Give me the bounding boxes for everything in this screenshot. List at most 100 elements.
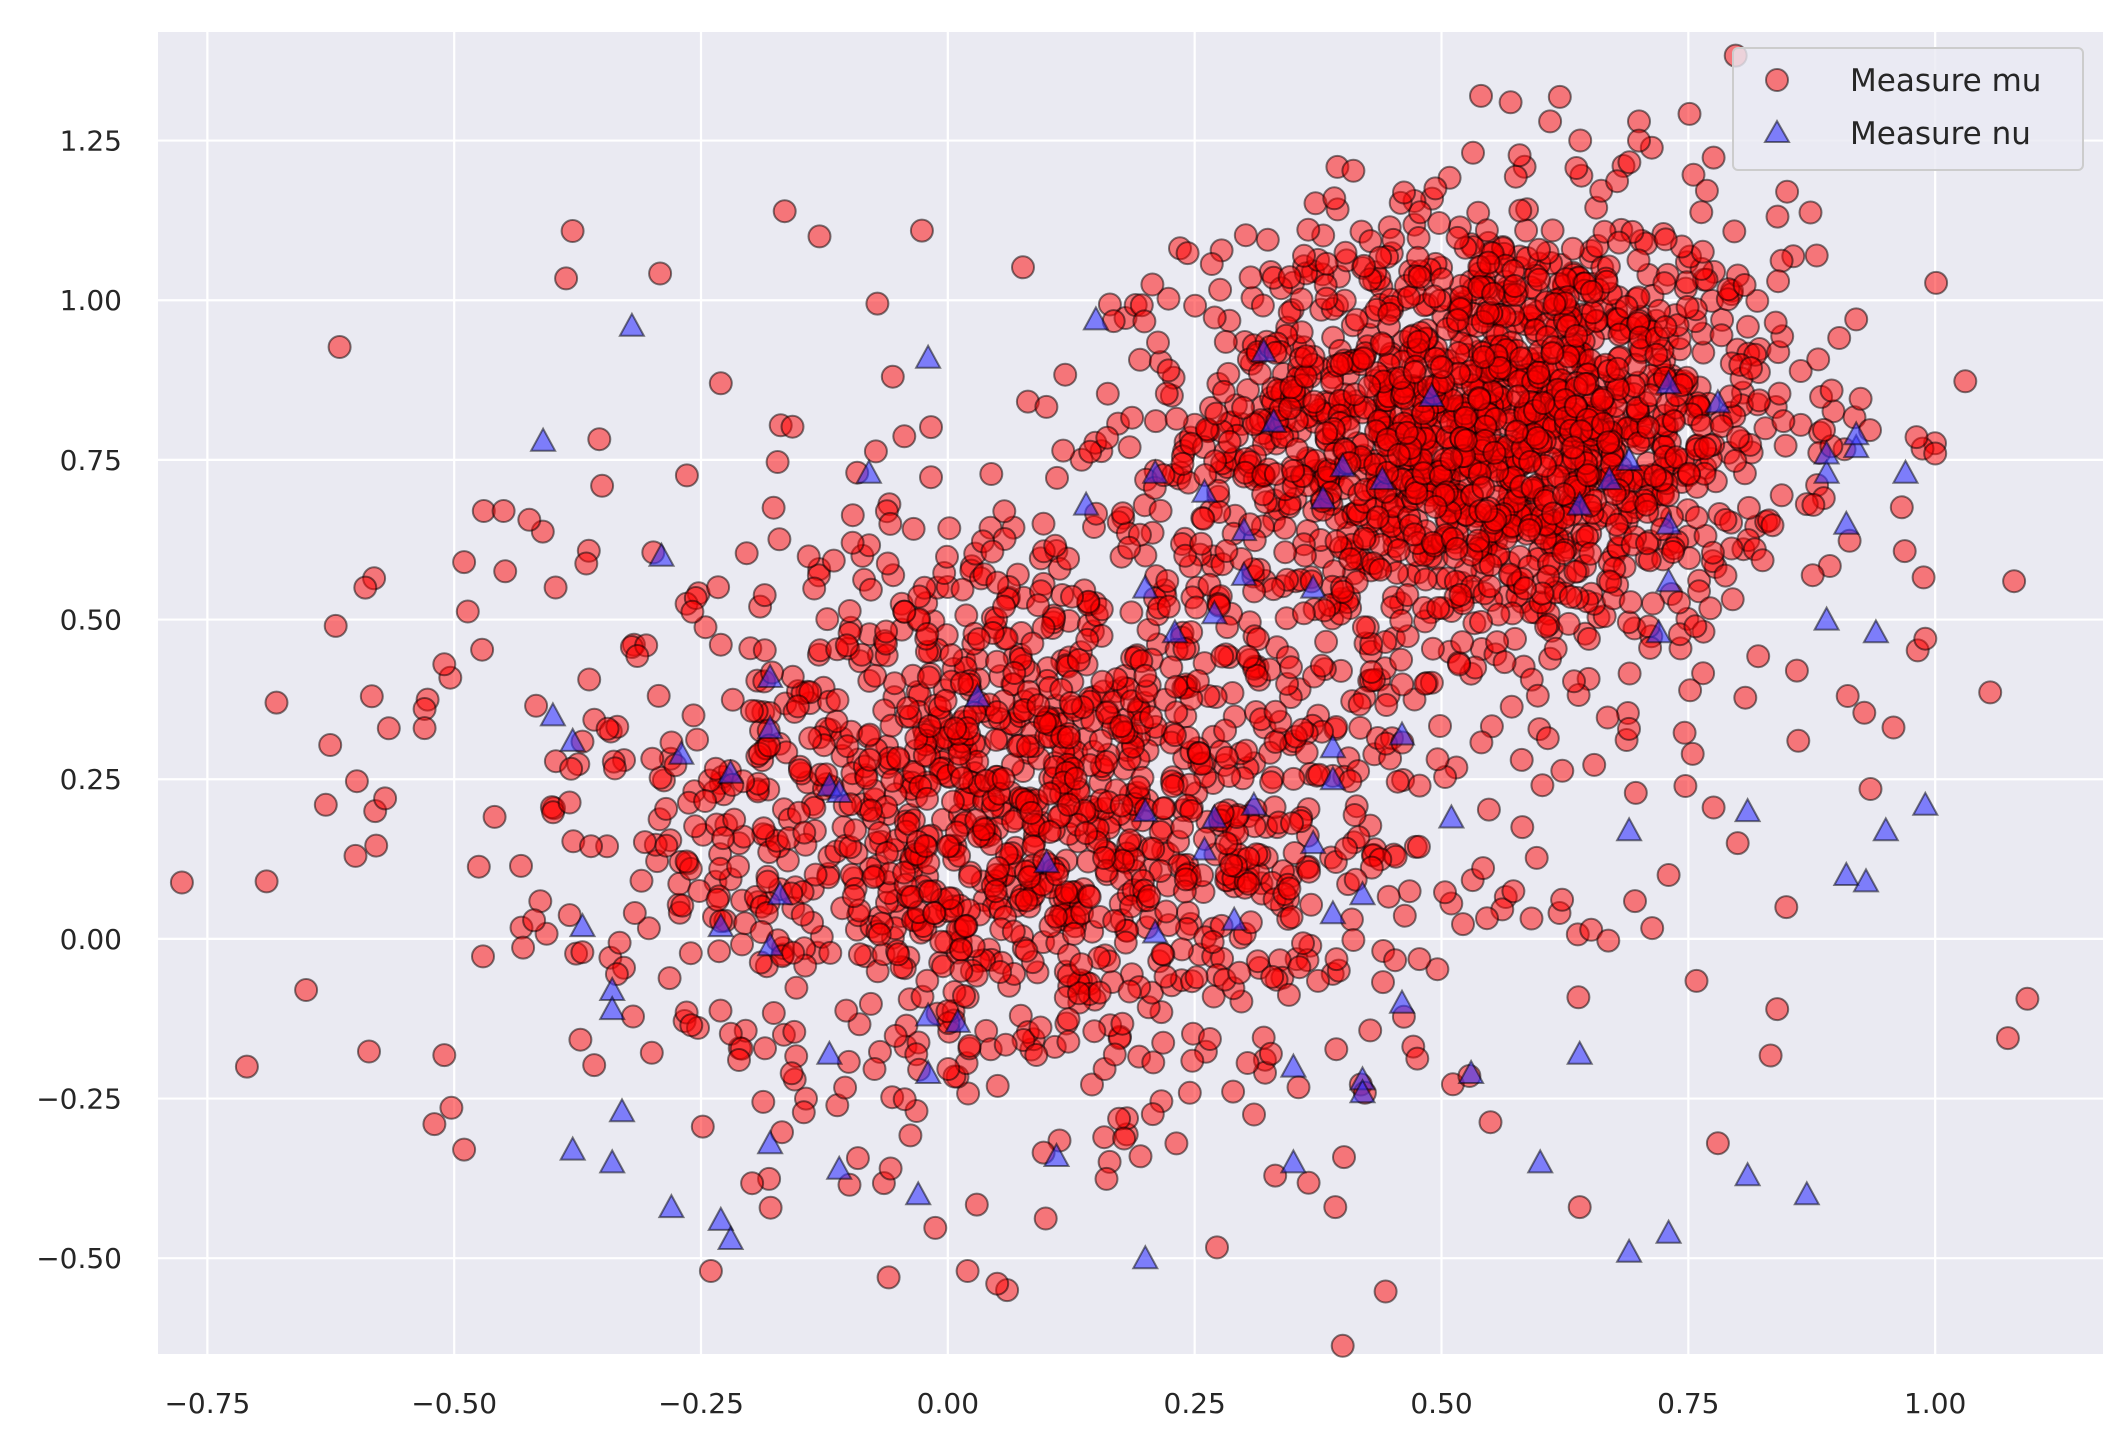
mu-point <box>1407 773 1432 798</box>
mu-point <box>1045 465 1069 490</box>
mu-point <box>1263 699 1288 724</box>
mu-point <box>1503 164 1528 189</box>
mu-point <box>1043 904 1068 929</box>
mu-point <box>751 816 776 841</box>
mu-point <box>1953 369 1978 394</box>
mu-point <box>1405 1046 1430 1071</box>
mu-point <box>1235 1051 1260 1075</box>
mu-point <box>892 1087 917 1112</box>
mu-point <box>1507 143 1532 168</box>
mu-point <box>1324 1037 1349 1062</box>
mu-point <box>1408 200 1433 225</box>
mu-point <box>1390 672 1415 697</box>
mu-point <box>2002 569 2027 594</box>
mu-point <box>857 722 882 747</box>
mu-point <box>1579 279 1604 304</box>
mu-point <box>1291 931 1315 956</box>
mu-point <box>1769 483 1794 508</box>
mu-point <box>1617 716 1641 741</box>
mu-point <box>936 834 961 859</box>
mu-point <box>992 594 1016 619</box>
mu-point <box>511 935 536 960</box>
mu-point <box>1290 717 1315 742</box>
mu-point <box>1219 853 1244 878</box>
mu-point <box>1051 438 1076 463</box>
mu-point <box>670 893 695 918</box>
mu-point <box>1334 836 1359 861</box>
mu-point <box>1617 661 1642 686</box>
mu-point <box>522 908 547 933</box>
mu-point <box>986 856 1011 880</box>
mu-point <box>1014 888 1039 913</box>
mu-point <box>1183 293 1208 318</box>
mu-point <box>708 998 733 1023</box>
mu-point <box>1526 360 1551 385</box>
mu-point <box>1640 916 1665 941</box>
mu-point <box>2015 986 2040 1011</box>
y-tick-label: 0.50 <box>60 604 122 637</box>
mu-point <box>821 548 846 573</box>
mu-point <box>455 599 480 624</box>
mu-point <box>1164 700 1189 725</box>
mu-point <box>791 1100 816 1125</box>
mu-point <box>1485 630 1510 655</box>
mu-point <box>815 607 840 632</box>
mu-point <box>1260 964 1285 989</box>
mu-point <box>1501 879 1526 904</box>
mu-point <box>1475 906 1499 931</box>
mu-point <box>1680 741 1705 766</box>
mu-point <box>1092 846 1117 870</box>
mu-point <box>1314 251 1339 276</box>
mu-point <box>708 632 733 657</box>
mu-point <box>1043 533 1068 558</box>
mu-point <box>1784 658 1809 683</box>
mu-point <box>1709 414 1734 439</box>
mu-point <box>1154 381 1179 406</box>
mu-point <box>373 786 398 811</box>
mu-point <box>1978 680 2003 705</box>
mu-point <box>740 1171 765 1196</box>
mu-point <box>1771 409 1796 434</box>
mu-point <box>674 463 699 488</box>
mu-point <box>657 966 682 991</box>
mu-point <box>1769 248 1794 273</box>
mu-point <box>1074 821 1099 846</box>
mu-point <box>1667 590 1691 615</box>
mu-point <box>1407 947 1432 972</box>
mu-point <box>1351 346 1376 371</box>
mu-point <box>1368 557 1393 582</box>
mu-point <box>781 940 806 965</box>
y-tick-label: 1.25 <box>60 125 122 158</box>
mu-point <box>1535 726 1560 751</box>
mu-point <box>1156 358 1181 383</box>
mu-point <box>1110 501 1135 526</box>
mu-point <box>1279 905 1304 930</box>
mu-point <box>1277 265 1302 290</box>
mu-point <box>1474 218 1499 243</box>
mu-point <box>1499 694 1524 719</box>
mu-point <box>1786 728 1811 753</box>
mu-point <box>1498 90 1523 115</box>
mu-point <box>780 414 805 439</box>
mu-point <box>1775 179 1800 204</box>
mu-point <box>863 439 888 464</box>
mu-point <box>1725 425 1750 450</box>
mu-point <box>1451 912 1475 937</box>
mu-point <box>1156 594 1181 619</box>
mu-point <box>1112 1126 1137 1151</box>
mu-point <box>582 1053 607 1078</box>
mu-point <box>1242 1102 1266 1127</box>
mu-point <box>1763 310 1788 335</box>
mu-point <box>1423 176 1448 201</box>
mu-point <box>1302 389 1327 414</box>
mu-point <box>1524 845 1549 870</box>
mu-point <box>1518 450 1543 474</box>
mu-point <box>607 930 632 955</box>
mu-point <box>1623 780 1648 805</box>
mu-point <box>1858 777 1883 801</box>
mu-point <box>1175 241 1200 266</box>
mu-point <box>1765 997 1790 1022</box>
mu-point <box>1322 186 1347 211</box>
mu-point <box>739 698 764 723</box>
